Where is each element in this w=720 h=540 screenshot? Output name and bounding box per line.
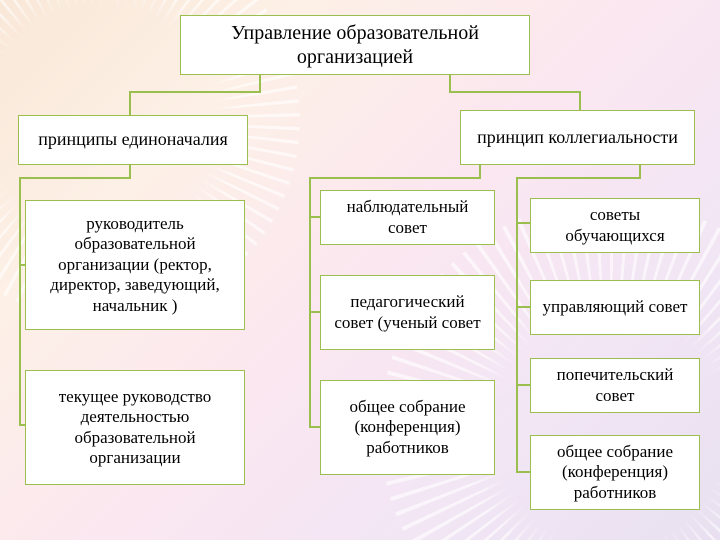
node-label: общее собрание (конференция) работников bbox=[539, 442, 691, 503]
node-head: руководитель образовательной организации… bbox=[25, 200, 245, 330]
node-label: педагогический совет (ученый совет bbox=[329, 292, 486, 333]
title-box: Управление образовательной организацией bbox=[180, 15, 530, 75]
node-label: советы обучающихся bbox=[539, 205, 691, 246]
node-label: принципы единоначалия bbox=[38, 129, 228, 151]
node-principles-collegial: принцип коллегиальности bbox=[460, 110, 695, 165]
node-student-councils: советы обучающихся bbox=[530, 198, 700, 253]
node-label: попечительский совет bbox=[539, 365, 691, 406]
node-general-meeting-right: общее собрание (конференция) работников bbox=[530, 435, 700, 510]
node-label: управляющий совет bbox=[543, 297, 688, 317]
node-label: общее собрание (конференция) работников bbox=[329, 397, 486, 458]
node-label: принцип коллегиальности bbox=[477, 127, 678, 149]
node-general-meeting-mid: общее собрание (конференция) работников bbox=[320, 380, 495, 475]
node-label: наблюдательный совет bbox=[329, 197, 486, 238]
node-trustee-council: попечительский совет bbox=[530, 358, 700, 413]
node-supervisory-council: наблюдательный совет bbox=[320, 190, 495, 245]
node-label: руководитель образовательной организации… bbox=[34, 214, 236, 316]
node-current-mgmt: текущее руководство деятельностью образо… bbox=[25, 370, 245, 485]
node-principles-single: принципы единоначалия bbox=[18, 115, 248, 165]
node-governing-council: управляющий совет bbox=[530, 280, 700, 335]
node-label: текущее руководство деятельностью образо… bbox=[34, 387, 236, 469]
node-pedagogical-council: педагогический совет (ученый совет bbox=[320, 275, 495, 350]
title-text: Управление образовательной организацией bbox=[189, 21, 521, 69]
